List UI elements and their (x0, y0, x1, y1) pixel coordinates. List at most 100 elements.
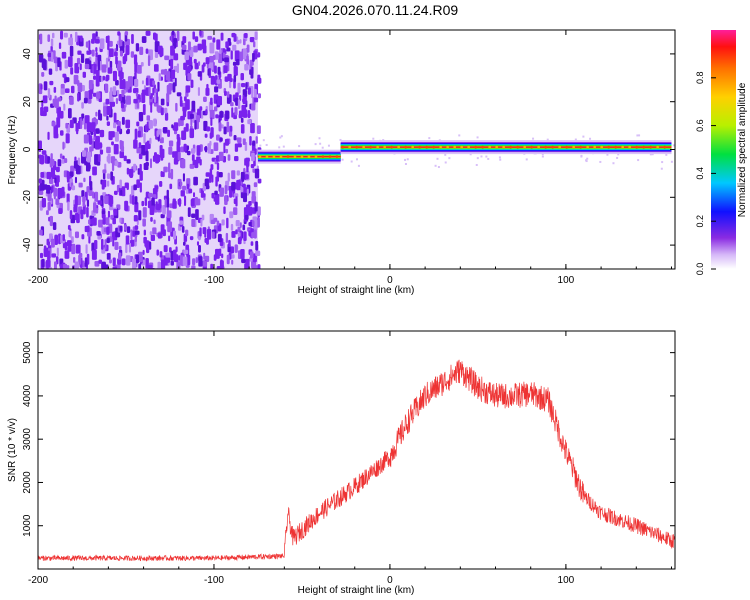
noise-cell (161, 171, 165, 178)
noise-cell (173, 122, 179, 131)
noise-cell (220, 32, 224, 41)
noise-cell (95, 31, 98, 37)
noise-cell (234, 107, 238, 116)
noise-cell (115, 98, 119, 105)
noise-cell (223, 90, 227, 97)
y-tick-label: 40 (22, 48, 33, 60)
noise-cell (106, 252, 111, 260)
noise-cell (99, 149, 104, 155)
x-tick-label: -100 (204, 275, 224, 286)
noise-cell (213, 106, 218, 112)
noise-cell (94, 260, 100, 267)
noise-cell (64, 59, 69, 69)
colorbar-tick-label: 0.6 (695, 119, 705, 132)
noise-cell (91, 249, 97, 260)
noise-cell (69, 171, 74, 178)
signal-peak-dot (663, 145, 666, 149)
noise-cell (186, 150, 191, 156)
noise-cell (113, 121, 117, 129)
noise-cell (124, 200, 129, 211)
signal-band-2-layer (340, 146, 672, 148)
noise-cell (130, 51, 135, 58)
scatter-dot (437, 166, 440, 169)
scatter-dot (469, 153, 472, 156)
y-tick-label: 0 (22, 146, 33, 152)
noise-cell (120, 145, 125, 153)
noise-cell (181, 158, 186, 169)
noise-cell (184, 195, 187, 207)
noise-cell (83, 97, 88, 104)
noise-cell (126, 128, 130, 134)
noise-cell (142, 249, 145, 255)
noise-cell (143, 229, 146, 236)
noise-cell (105, 217, 110, 226)
noise-cell (166, 93, 170, 104)
noise-cell (50, 238, 55, 248)
noise-cell (53, 86, 57, 93)
noise-cell (41, 99, 44, 108)
scatter-dot (428, 137, 431, 140)
noise-cell (160, 150, 164, 161)
noise-cell (185, 99, 190, 110)
colorbar-tick-label: 0.2 (695, 215, 705, 228)
noise-cell (160, 224, 165, 235)
noise-cell (132, 258, 137, 269)
noise-cell (189, 128, 195, 139)
noise-cell (94, 239, 98, 250)
noise-cell (134, 128, 138, 140)
noise-cell (185, 123, 189, 132)
noise-cell (173, 53, 179, 61)
noise-cell (226, 47, 231, 52)
noise-cell (55, 198, 60, 205)
noise-cell (93, 135, 96, 141)
scatter-dot (672, 144, 675, 147)
noise-cell (140, 144, 146, 156)
signal-peak-dot (614, 145, 617, 149)
signal-peak-dot (265, 155, 269, 158)
noise-cell (90, 122, 96, 133)
signal-peak-dot (495, 145, 498, 149)
scatter-dot (498, 156, 501, 159)
noise-cell (51, 121, 56, 127)
noise-cell (236, 137, 242, 142)
noise-cell (251, 152, 255, 162)
noise-cell (76, 57, 81, 65)
noise-cell (213, 217, 218, 222)
scatter-dot (436, 157, 439, 160)
noise-cell (153, 118, 157, 127)
noise-cell (100, 75, 104, 82)
noise-cell (210, 75, 216, 85)
y-tick-label: 1000 (22, 514, 33, 537)
noise-cell (229, 77, 233, 83)
noise-cell (130, 239, 135, 247)
noise-cell (233, 75, 237, 83)
noise-cell (122, 41, 125, 49)
noise-cell (81, 85, 85, 92)
noise-cell (255, 240, 259, 251)
y-tick-label: 5000 (22, 341, 33, 364)
signal-peak-dot (328, 155, 332, 158)
noise-cell (111, 101, 115, 107)
noise-cell (106, 173, 111, 179)
noise-cell (113, 190, 118, 195)
scatter-dot (434, 164, 437, 167)
noise-cell (54, 177, 57, 184)
noise-cell (169, 183, 173, 190)
noise-cell (208, 56, 214, 63)
noise-cell (250, 164, 255, 169)
noise-cell (235, 92, 239, 98)
signal-peak-dot (307, 155, 311, 158)
scatter-dot (475, 163, 478, 166)
scatter-dot (665, 153, 668, 156)
noise-cell (109, 40, 113, 47)
noise-cell (93, 63, 97, 74)
noise-cell (205, 87, 210, 96)
noise-cell (204, 145, 208, 153)
noise-cell (136, 179, 140, 189)
noise-cell (211, 266, 214, 269)
noise-cell (237, 226, 241, 233)
noise-cell (233, 207, 238, 216)
noise-cell (206, 126, 211, 132)
signal-peak-dot (446, 145, 449, 149)
noise-cell (104, 239, 107, 250)
